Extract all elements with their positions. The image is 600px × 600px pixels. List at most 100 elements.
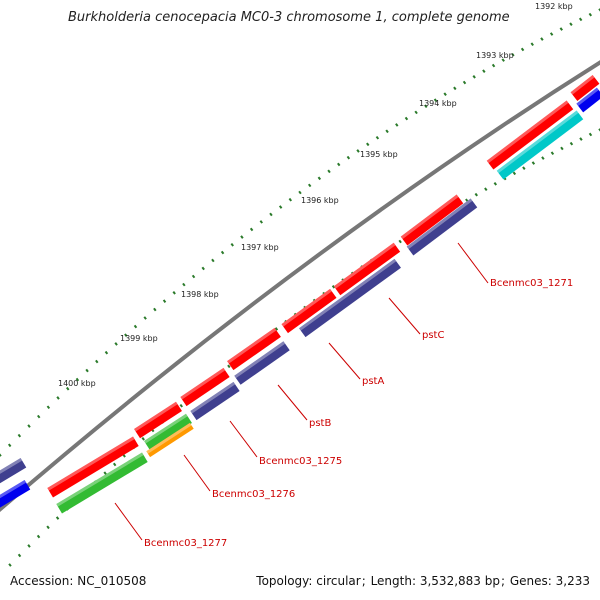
gene-pstb[interactable] xyxy=(190,381,240,421)
gene-reverse-left-blue[interactable] xyxy=(0,480,31,508)
position-label: 1400 kbp xyxy=(58,379,96,388)
inner-tick-dot xyxy=(179,403,183,408)
outer-tick-dot xyxy=(530,42,534,47)
gene-forward-8[interactable] xyxy=(486,100,574,170)
genes-label: Genes: xyxy=(509,574,552,588)
gene-bcenmc03-1276[interactable] xyxy=(144,413,192,451)
inner-tick-dot xyxy=(531,161,536,165)
inner-tick-dot xyxy=(55,516,60,520)
outer-tick-dot xyxy=(249,227,254,232)
outer-tick-dot xyxy=(75,377,80,382)
inner-tick-dot xyxy=(474,192,478,197)
gene-pstc[interactable] xyxy=(299,258,401,338)
outer-tick-dot xyxy=(569,22,573,26)
outer-tick-dot xyxy=(153,307,157,312)
gene-label-leader xyxy=(328,342,361,380)
inner-tick-dot xyxy=(588,132,593,137)
topology-value: circular xyxy=(316,574,361,588)
gene-label-leader xyxy=(277,384,308,421)
gene-forward-4-highlight xyxy=(227,327,277,364)
gene-reverse-cyan-highlight xyxy=(496,110,579,174)
outer-tick-dot xyxy=(0,453,2,457)
outer-tick-dot xyxy=(578,17,583,22)
outer-tick-dot xyxy=(356,149,360,153)
gene-forward-6[interactable] xyxy=(333,242,401,296)
gene-reverse-blue[interactable] xyxy=(576,87,600,113)
outer-tick-dot xyxy=(472,74,476,79)
gene-forward-8-highlight xyxy=(486,100,569,164)
genes-value: 3,233 xyxy=(555,574,590,588)
gene-pstb-body xyxy=(190,381,240,421)
gene-forward-4-body xyxy=(227,327,281,371)
gene-label[interactable]: pstB xyxy=(309,418,331,429)
gene-reverse-cyan[interactable] xyxy=(496,110,584,180)
inner-tick-dot xyxy=(484,187,488,192)
inner-tick-dot xyxy=(522,166,526,170)
outer-tick-dot xyxy=(230,242,234,247)
inner-tick-dot xyxy=(274,327,279,331)
gene-reverse-left-navy-highlight xyxy=(0,458,23,480)
inner-tick-dot xyxy=(512,171,517,176)
inner-tick-dot xyxy=(17,553,22,558)
gene-bcenmc03-1276-orange-body xyxy=(146,422,194,458)
gene-label[interactable]: pstA xyxy=(362,376,384,387)
outer-tick-dot xyxy=(598,8,600,12)
outer-tick-dot xyxy=(162,299,167,303)
gene-forward-9[interactable] xyxy=(570,75,600,101)
outer-tick-dot xyxy=(307,183,312,188)
outer-tick-dot xyxy=(424,104,428,109)
outer-tick-dot xyxy=(327,169,331,174)
gene-features xyxy=(0,75,600,514)
outer-tick-dot xyxy=(443,92,447,97)
outer-tick-dot xyxy=(191,274,196,279)
gene-bcenmc03-1271-highlight xyxy=(406,198,473,250)
gene-forward-9-highlight xyxy=(570,75,595,95)
gene-bcenmc03-1276-orange[interactable] xyxy=(146,422,194,458)
gene-bcenmc03-1277-body xyxy=(56,452,148,514)
gene-forward-5[interactable] xyxy=(281,288,337,334)
inner-tick-dot xyxy=(541,156,545,160)
gene-forward-7-body xyxy=(400,194,464,246)
inner-tick-dot xyxy=(103,471,107,475)
position-label: 1399 kbp xyxy=(120,334,158,343)
position-label: 1394 kbp xyxy=(419,99,457,108)
gene-reverse-blue-body xyxy=(576,87,600,113)
gene-label[interactable]: Bcenmc03_1271 xyxy=(490,278,573,289)
gene-forward-4[interactable] xyxy=(227,327,281,371)
gene-forward-6-highlight xyxy=(333,242,396,289)
outer-tick-dot xyxy=(414,110,418,115)
gene-psta[interactable] xyxy=(234,341,290,385)
gene-forward-1-body xyxy=(47,436,139,498)
gene-forward-7[interactable] xyxy=(400,194,464,246)
gene-bcenmc03-1271[interactable] xyxy=(406,198,478,256)
position-label: 1398 kbp xyxy=(181,290,219,299)
outer-tick-dot xyxy=(124,333,128,337)
gene-label[interactable]: Bcenmc03_1277 xyxy=(144,538,227,549)
length-label: Length: xyxy=(370,574,417,588)
gene-forward-2[interactable] xyxy=(134,401,182,439)
gene-forward-3[interactable] xyxy=(180,367,230,407)
gene-reverse-left-blue-body xyxy=(0,480,31,508)
outer-tick-dot xyxy=(269,212,273,217)
outer-tick-dot xyxy=(85,368,89,373)
gene-label[interactable]: pstC xyxy=(422,330,444,341)
position-label: 1396 kbp xyxy=(301,196,339,205)
gene-forward-9-body xyxy=(570,75,600,101)
gene-forward-1[interactable] xyxy=(47,436,139,498)
outer-tick-dot xyxy=(375,135,380,140)
gene-bcenmc03-1277[interactable] xyxy=(56,452,148,514)
position-labels: 1392 kbp 1393 kbp 1394 kbp 1395 kbp 1396 kbp… xyxy=(58,2,573,388)
gene-label[interactable]: Bcenmc03_1275 xyxy=(259,456,342,467)
outer-tick-dot xyxy=(220,250,225,255)
outer-tick-dot xyxy=(298,190,302,195)
gene-label[interactable]: Bcenmc03_1276 xyxy=(212,489,295,500)
outer-tick-dot xyxy=(433,98,438,102)
outer-tick-dot xyxy=(491,63,496,68)
gene-bcenmc03-1276-orange-highlight xyxy=(146,422,192,454)
gene-reverse-left-navy[interactable] xyxy=(0,458,27,486)
outer-tick-dot xyxy=(95,359,99,364)
length-value: 3,532,883 bp xyxy=(419,574,500,588)
outer-tick-dot xyxy=(366,142,370,147)
position-label: 1397 kbp xyxy=(241,243,279,252)
